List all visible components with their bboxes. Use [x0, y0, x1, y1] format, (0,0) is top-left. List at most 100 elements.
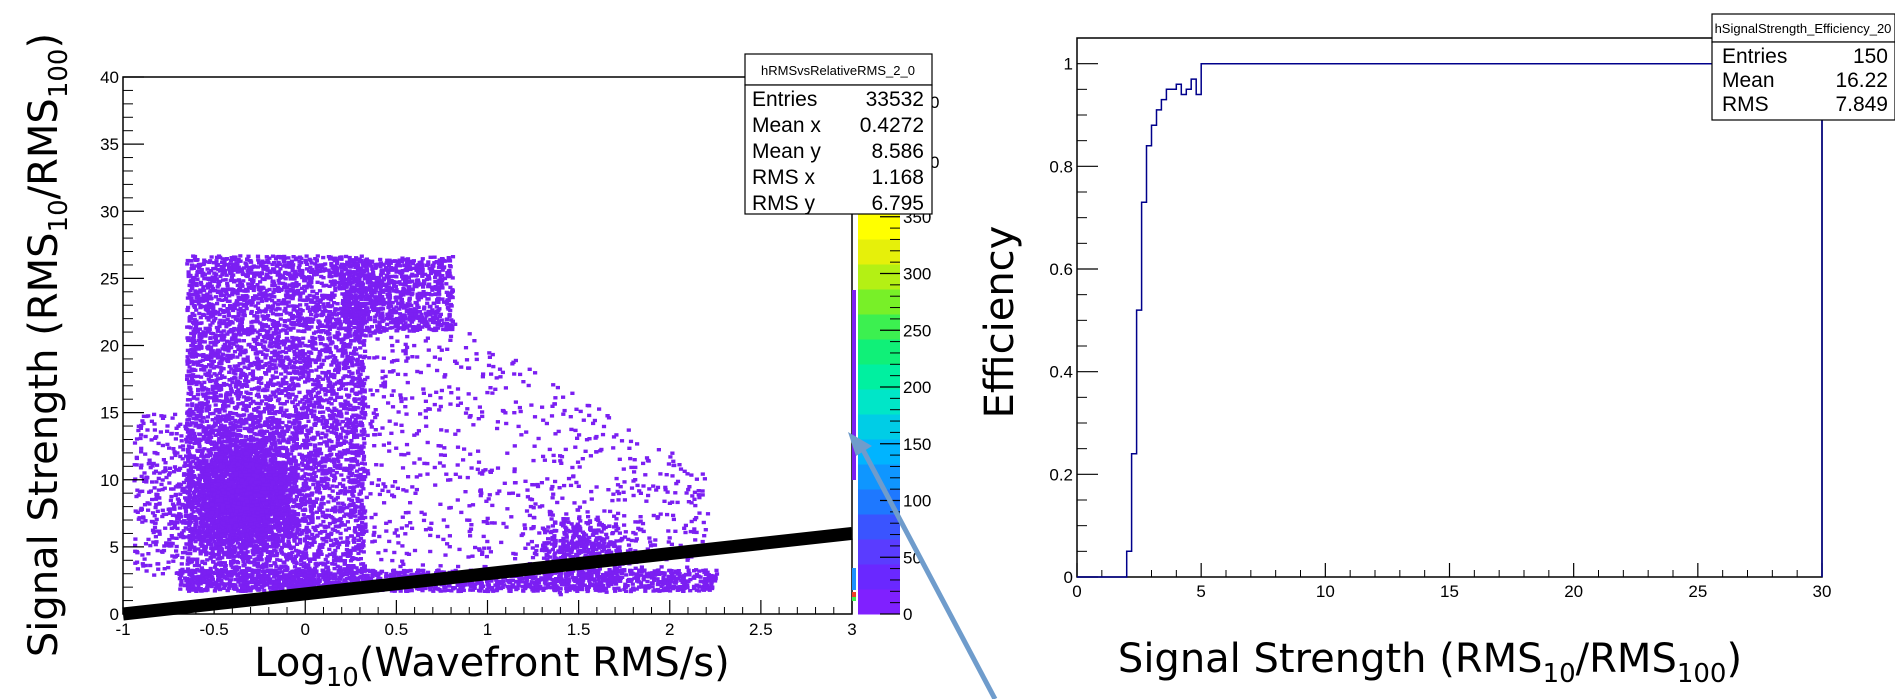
histogram-cell [191, 367, 196, 372]
histogram-cell [329, 396, 334, 400]
histogram-cell [222, 375, 227, 380]
histogram-cell [311, 435, 316, 439]
histogram-cell [323, 529, 328, 533]
histogram-cell [198, 305, 203, 310]
histogram-cell [321, 458, 326, 462]
histogram-cell [262, 363, 268, 368]
histogram-cell [199, 282, 204, 287]
histogram-cell [347, 504, 352, 508]
histogram-cell [316, 365, 321, 369]
histogram-cell [259, 558, 264, 562]
histogram-cell [301, 354, 306, 359]
histogram-cell [226, 349, 231, 353]
histogram-cell [295, 476, 300, 480]
histogram-cell [249, 299, 254, 303]
histogram-cell [230, 433, 235, 438]
histogram-cell [338, 531, 343, 536]
histogram-cell [222, 409, 227, 413]
histogram-cell [253, 348, 258, 352]
histogram-cell [257, 292, 262, 296]
histogram-cell [294, 427, 299, 431]
histogram-cell [322, 486, 327, 490]
histogram-cell [313, 394, 318, 399]
histogram-cell [322, 425, 327, 430]
histogram-cell [348, 463, 353, 468]
histogram-cell [198, 512, 203, 516]
histogram-cell [310, 267, 315, 272]
histogram-cell [339, 520, 344, 525]
histogram-cell [290, 550, 295, 554]
histogram-cell [227, 267, 232, 271]
histogram-cell [219, 355, 224, 359]
histogram-cell [220, 298, 225, 302]
histogram-cell [293, 376, 299, 380]
histogram-cell [253, 376, 259, 380]
histogram-cell [355, 518, 360, 522]
histogram-cell [202, 368, 207, 372]
histogram-cell [195, 560, 200, 565]
histogram-cell [292, 366, 297, 370]
histogram-cell [193, 347, 198, 351]
histogram-cell [260, 264, 265, 268]
histogram-cell [363, 475, 368, 479]
histogram-cell [257, 310, 263, 314]
histogram-cell [336, 337, 341, 342]
histogram-cell [319, 397, 324, 401]
histogram-cell [283, 389, 288, 393]
histogram-cell [341, 366, 346, 371]
histogram-cell [326, 376, 331, 380]
histogram-cell [359, 448, 364, 453]
histogram-cell [277, 276, 282, 280]
histogram-cell [222, 424, 227, 428]
histogram-cell [293, 351, 298, 356]
histogram-cell [336, 370, 341, 375]
histogram-cell [359, 382, 364, 386]
histogram-cell [361, 341, 366, 346]
histogram-cell [198, 303, 203, 308]
histogram-cell [257, 377, 262, 381]
histogram-cell [235, 344, 240, 348]
histogram-cell [322, 479, 327, 484]
histogram-cell [241, 266, 247, 270]
histogram-cell [309, 520, 314, 525]
histogram-cell [361, 530, 366, 535]
histogram-cell [203, 372, 208, 376]
histogram-cell [250, 399, 255, 404]
histogram-cell [221, 333, 226, 337]
histogram-cell [196, 406, 202, 411]
histogram-cell [320, 323, 325, 327]
histogram-cell [270, 408, 275, 412]
histogram-cell [246, 366, 251, 371]
histogram-cell [293, 413, 298, 417]
histogram-cell [276, 289, 282, 293]
histogram-cell [232, 376, 237, 380]
histogram-cell [343, 528, 349, 532]
histogram-cell [340, 351, 345, 355]
histogram-cell [277, 391, 282, 395]
histogram-cell [278, 383, 283, 387]
histogram-cell [239, 350, 244, 354]
histogram-cell [271, 366, 276, 371]
histogram-cell [352, 285, 357, 289]
histogram-cell [208, 336, 213, 341]
histogram-cell [294, 484, 299, 489]
histogram-cell [222, 262, 227, 266]
histogram-cell [224, 414, 229, 419]
histogram-cell [315, 325, 321, 329]
histogram-cell [321, 416, 326, 420]
histogram-cell [197, 444, 202, 449]
histogram-cell [335, 564, 340, 568]
histogram-cell [190, 320, 196, 324]
histogram-cell [330, 341, 335, 345]
histogram-cell [330, 322, 335, 326]
histogram-cell [198, 412, 203, 416]
histogram-cell [316, 516, 321, 520]
histogram-cell [230, 377, 235, 381]
histogram-cell [331, 413, 336, 417]
histogram-cell [212, 335, 217, 340]
histogram-cell [220, 257, 225, 261]
histogram-cell [332, 268, 337, 272]
histogram-cell [224, 577, 230, 581]
histogram-cell [327, 310, 332, 314]
histogram-cell [323, 418, 328, 423]
